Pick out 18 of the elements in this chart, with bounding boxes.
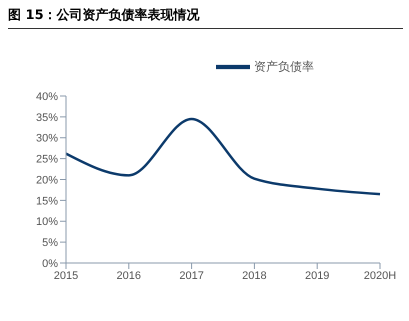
y-tick-label: 20% (36, 174, 58, 186)
y-tick-label: 30% (36, 132, 58, 145)
y-tick-label: 5% (42, 237, 58, 250)
line-series (64, 118, 382, 196)
y-tick-label: 35% (36, 112, 58, 124)
x-tick-label: 2019 (304, 270, 330, 282)
x-tick-label: 2017 (179, 270, 204, 282)
y-tick-label: 10% (36, 216, 58, 228)
x-tick-label: 2016 (116, 270, 142, 282)
x-tick-label: 2015 (54, 270, 78, 282)
x-tick-label: 2018 (242, 270, 267, 282)
y-tick-label: 25% (36, 154, 58, 166)
y-tick-label: 15% (36, 195, 58, 208)
y-tick-label: 0% (42, 258, 58, 270)
chart-title: 图 15：公司资产负债率表现情况 (8, 6, 403, 29)
y-tick-label: 40% (36, 90, 58, 103)
x-tick-label: 2020H (364, 270, 396, 282)
legend-label: 资产负债率 (254, 59, 314, 74)
